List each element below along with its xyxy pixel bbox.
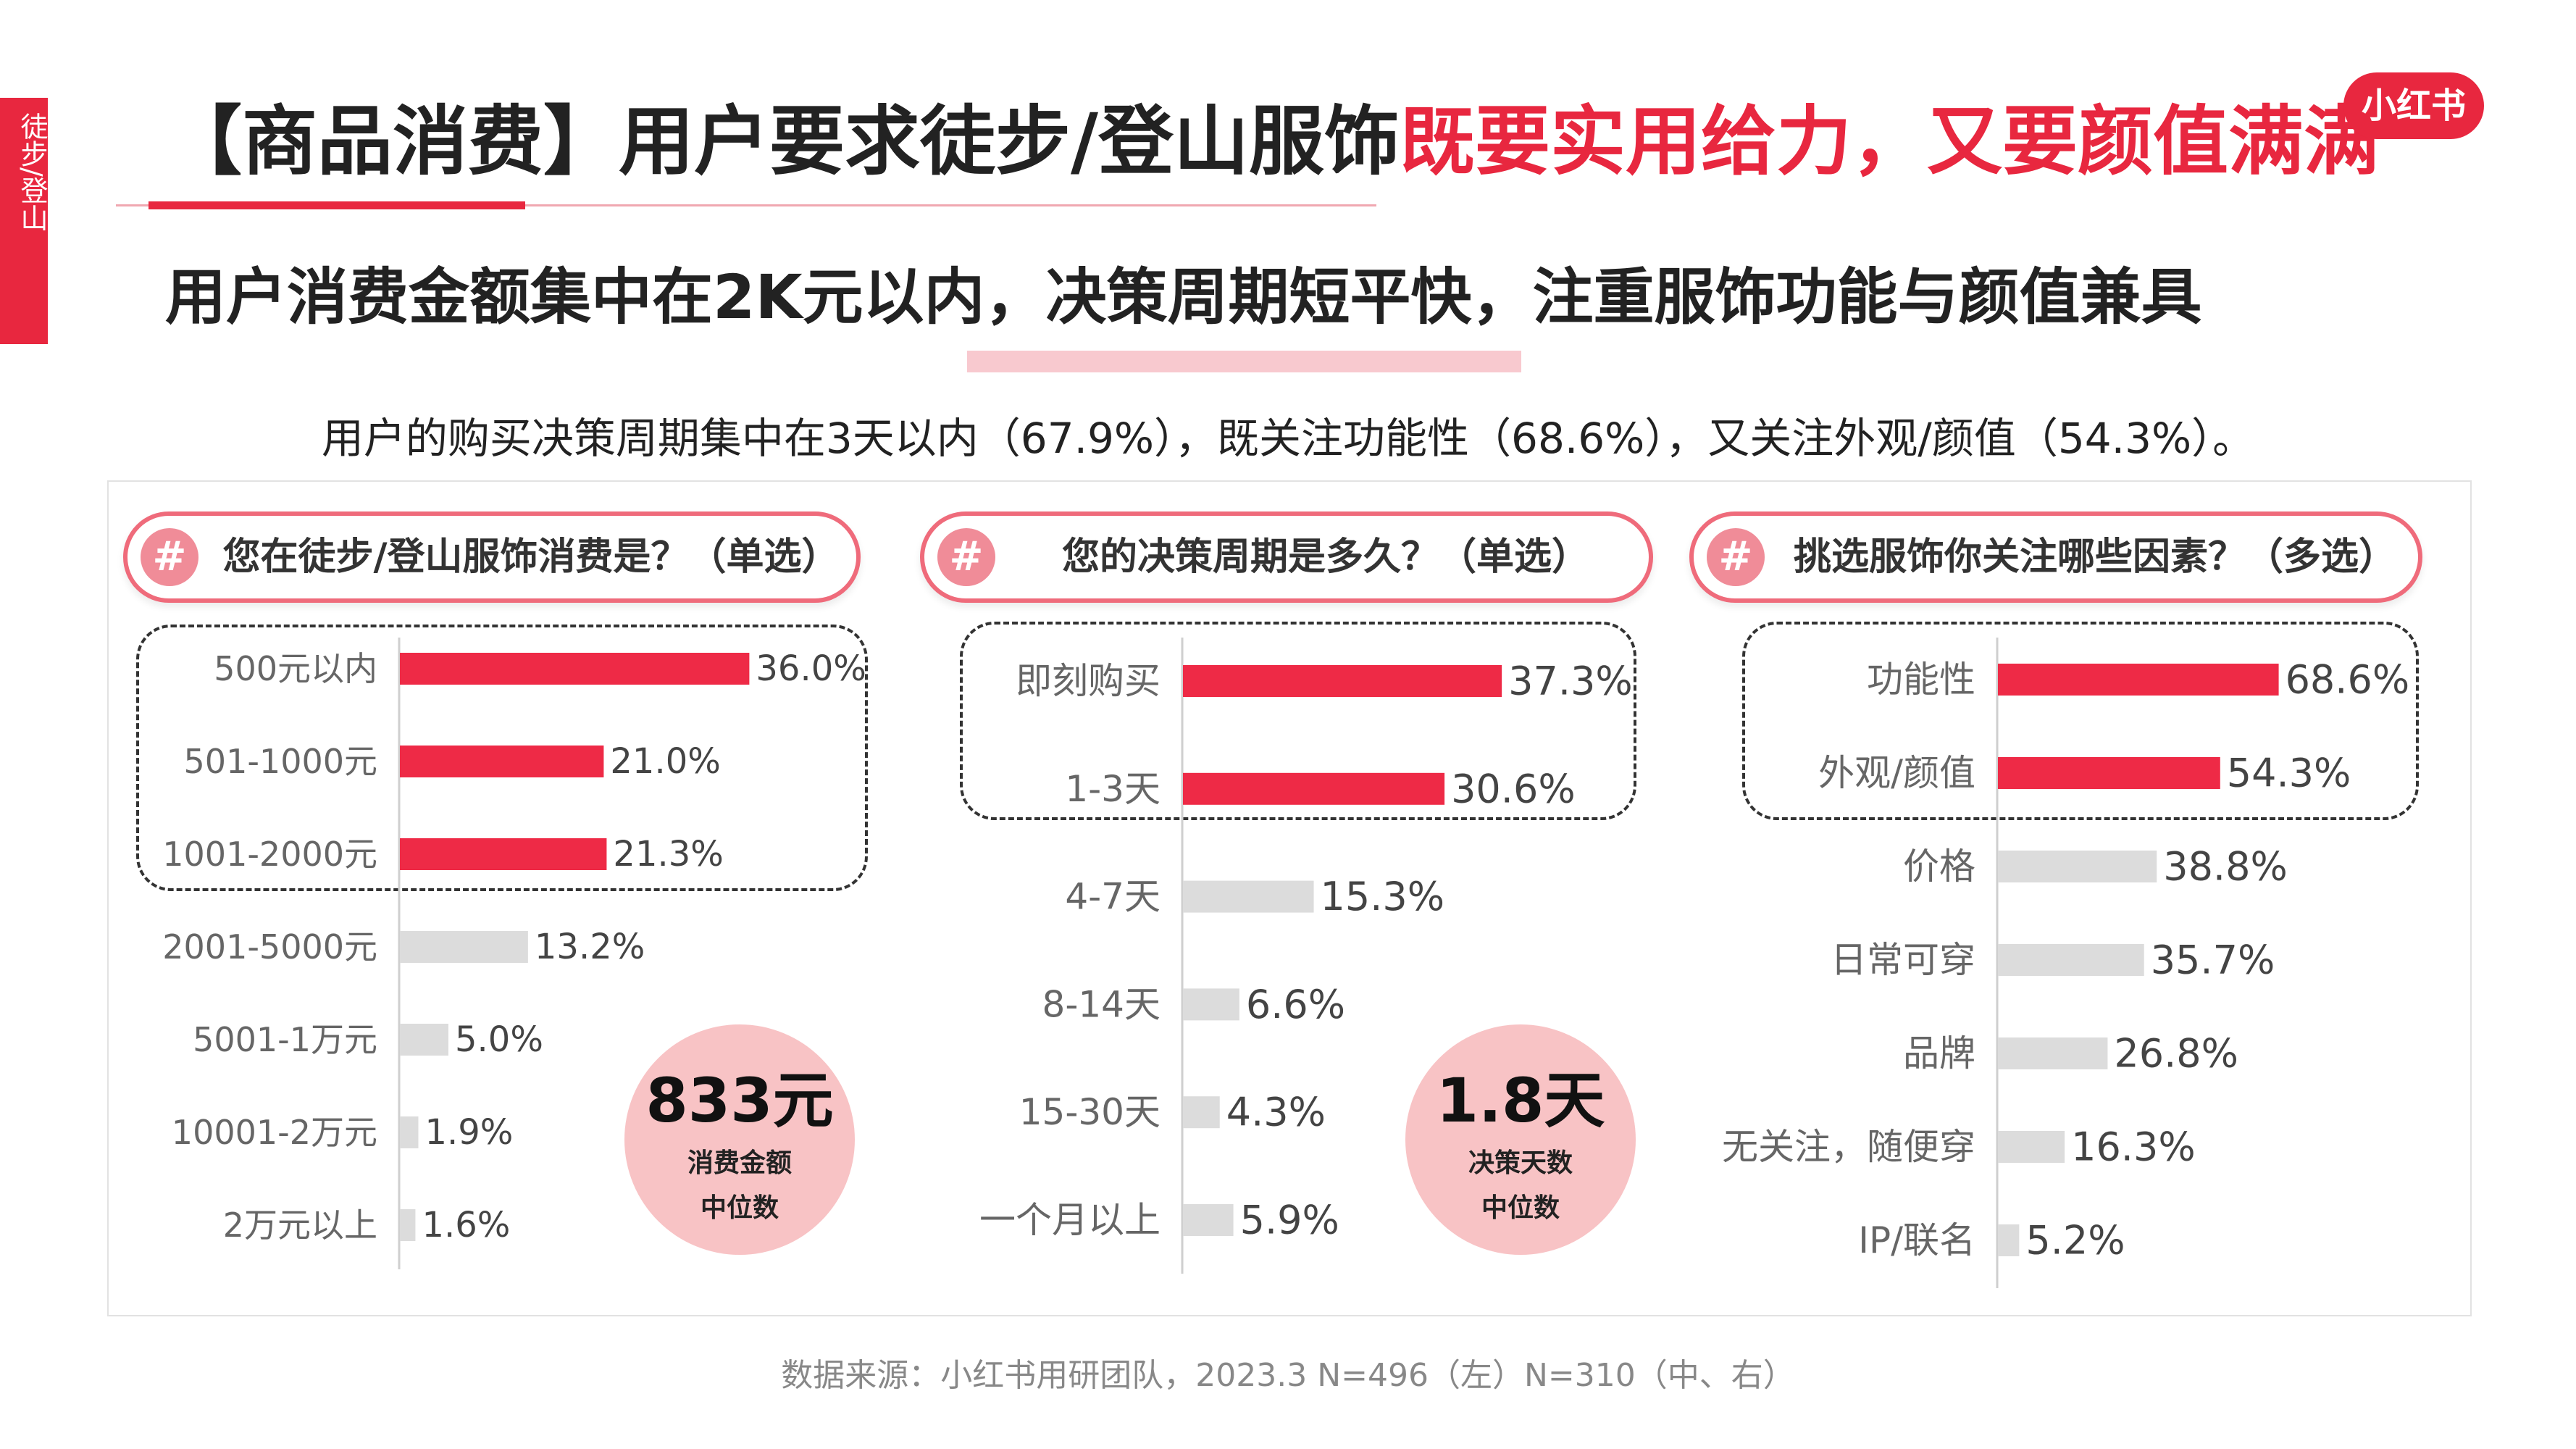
value-label: 5.2% bbox=[2025, 1218, 2125, 1264]
category-label: 1-3天 bbox=[1065, 768, 1161, 810]
value-label: 4.3% bbox=[1226, 1090, 1326, 1135]
xiaohongshu-logo: 小红书 bbox=[2343, 72, 2484, 139]
highlight-box-spend bbox=[136, 625, 868, 891]
category-label: 500元以内 bbox=[214, 649, 377, 688]
category-label: 外观/颜值 bbox=[1818, 752, 1975, 794]
value-label: 38.8% bbox=[2163, 844, 2288, 890]
category-label: 即刻购买 bbox=[1016, 660, 1161, 702]
title-underline-accent bbox=[149, 201, 525, 209]
median-cycle-sublabel: 中位数 bbox=[1481, 1193, 1560, 1223]
bar bbox=[1998, 1037, 2108, 1069]
side-tab-label: 徒步/登山 bbox=[16, 112, 48, 232]
category-label: 2001-5000元 bbox=[162, 927, 377, 966]
hashtag-icon: # bbox=[1707, 528, 1765, 586]
bar bbox=[1998, 851, 2157, 882]
category-label: 4-7天 bbox=[1065, 876, 1161, 918]
title-highlight: 既要实用给力，又要颜值满满 bbox=[1400, 97, 2380, 185]
value-label: 6.6% bbox=[1246, 982, 1345, 1027]
category-label: 15-30天 bbox=[1019, 1091, 1161, 1133]
category-label: 8-14天 bbox=[1042, 983, 1161, 1025]
category-label: IP/联名 bbox=[1858, 1219, 1975, 1261]
category-label: 10001-2万元 bbox=[172, 1113, 377, 1152]
value-label: 5.9% bbox=[1240, 1198, 1339, 1243]
highlight-box-cycle bbox=[960, 622, 1636, 820]
category-label: 2万元以上 bbox=[223, 1206, 377, 1245]
category-label: 5001-1万元 bbox=[193, 1020, 377, 1059]
median-spend-value: 833元 bbox=[645, 1065, 834, 1136]
median-bubble-spend: 833元 消费金额 中位数 bbox=[624, 1024, 855, 1255]
bar bbox=[1183, 772, 1445, 805]
question-pill-cycle: # 您的决策周期是多久？（单选） bbox=[920, 511, 1653, 603]
value-label: 30.6% bbox=[1451, 766, 1576, 811]
category-label: 无关注，随便穿 bbox=[1722, 1126, 1975, 1168]
question-pill-factors: # 挑选服饰你关注哪些因素？（多选） bbox=[1689, 511, 2422, 603]
bar bbox=[1183, 665, 1502, 697]
question-pill-spend: # 您在徒步/登山服饰消费是？（单选） bbox=[123, 511, 861, 603]
bar bbox=[1183, 880, 1314, 913]
category-label: 价格 bbox=[1903, 845, 1975, 888]
bar bbox=[400, 1209, 416, 1241]
value-label: 36.0% bbox=[756, 648, 866, 689]
bar bbox=[1998, 1131, 2065, 1163]
bar bbox=[1183, 988, 1239, 1021]
value-label: 1.6% bbox=[422, 1205, 510, 1245]
hashtag-icon: # bbox=[141, 528, 198, 586]
median-spend-sublabel: 中位数 bbox=[700, 1193, 779, 1223]
value-label: 1.9% bbox=[425, 1112, 513, 1153]
value-label: 15.3% bbox=[1321, 874, 1445, 919]
bar bbox=[1998, 944, 2144, 976]
bar bbox=[400, 1116, 419, 1148]
category-label: 功能性 bbox=[1867, 659, 1975, 701]
question-text: 挑选服饰你关注哪些因素？（多选） bbox=[1793, 535, 2396, 579]
median-cycle-value: 1.8天 bbox=[1436, 1065, 1605, 1136]
title-prefix: 【商品消费】用户要求徒步/登山服饰 bbox=[167, 97, 1400, 185]
value-label: 21.0% bbox=[610, 741, 720, 782]
title-underline bbox=[116, 204, 1376, 206]
category-label: 501-1000元 bbox=[184, 742, 377, 781]
median-spend-label: 消费金额 bbox=[687, 1148, 792, 1178]
value-label: 35.7% bbox=[2151, 938, 2275, 983]
bar bbox=[400, 746, 604, 777]
bar bbox=[1183, 1204, 1234, 1236]
bar bbox=[1998, 1224, 2020, 1256]
description: 用户的购买决策周期集中在3天以内（67.9%），既关注功能性（68.6%），又关… bbox=[321, 414, 2255, 463]
bar bbox=[400, 838, 607, 870]
question-text: 您在徒步/登山服饰消费是？（单选） bbox=[222, 535, 840, 579]
value-label: 5.0% bbox=[455, 1019, 543, 1060]
subtitle: 用户消费金额集中在2K元以内，决策周期短平快，注重服饰功能与颜值兼具 bbox=[165, 262, 2202, 333]
page-title: 【商品消费】用户要求徒步/登山服饰既要实用给力，又要颜值满满 bbox=[167, 87, 2379, 196]
value-label: 37.3% bbox=[1508, 659, 1633, 704]
side-tab: 徒步/登山 bbox=[0, 98, 48, 344]
bar bbox=[1183, 1096, 1220, 1129]
median-bubble-cycle: 1.8天 决策天数 中位数 bbox=[1405, 1024, 1636, 1255]
bar bbox=[400, 653, 750, 685]
category-label: 一个月以上 bbox=[979, 1199, 1161, 1241]
value-label: 54.3% bbox=[2227, 751, 2351, 796]
highlight-box-factors bbox=[1742, 622, 2419, 820]
bar bbox=[400, 1024, 448, 1056]
question-text: 您的决策周期是多久？（单选） bbox=[1061, 535, 1589, 579]
value-label: 16.3% bbox=[2071, 1124, 2196, 1170]
value-label: 68.6% bbox=[2286, 657, 2410, 703]
bar bbox=[400, 931, 528, 963]
value-label: 21.3% bbox=[613, 834, 723, 874]
category-label: 品牌 bbox=[1903, 1032, 1975, 1074]
median-cycle-label: 决策天数 bbox=[1468, 1148, 1573, 1178]
value-label: 13.2% bbox=[535, 927, 645, 967]
hashtag-icon: # bbox=[937, 528, 995, 586]
data-source: 数据来源：小红书用研团队，2023.3 N=496（左）N=310（中、右） bbox=[781, 1357, 1795, 1394]
bar bbox=[1998, 664, 2279, 696]
value-label: 26.8% bbox=[2114, 1031, 2238, 1077]
category-label: 日常可穿 bbox=[1831, 939, 1975, 981]
bar bbox=[1998, 757, 2220, 789]
subtitle-highlight-bar bbox=[967, 351, 1521, 372]
category-label: 1001-2000元 bbox=[162, 835, 377, 874]
